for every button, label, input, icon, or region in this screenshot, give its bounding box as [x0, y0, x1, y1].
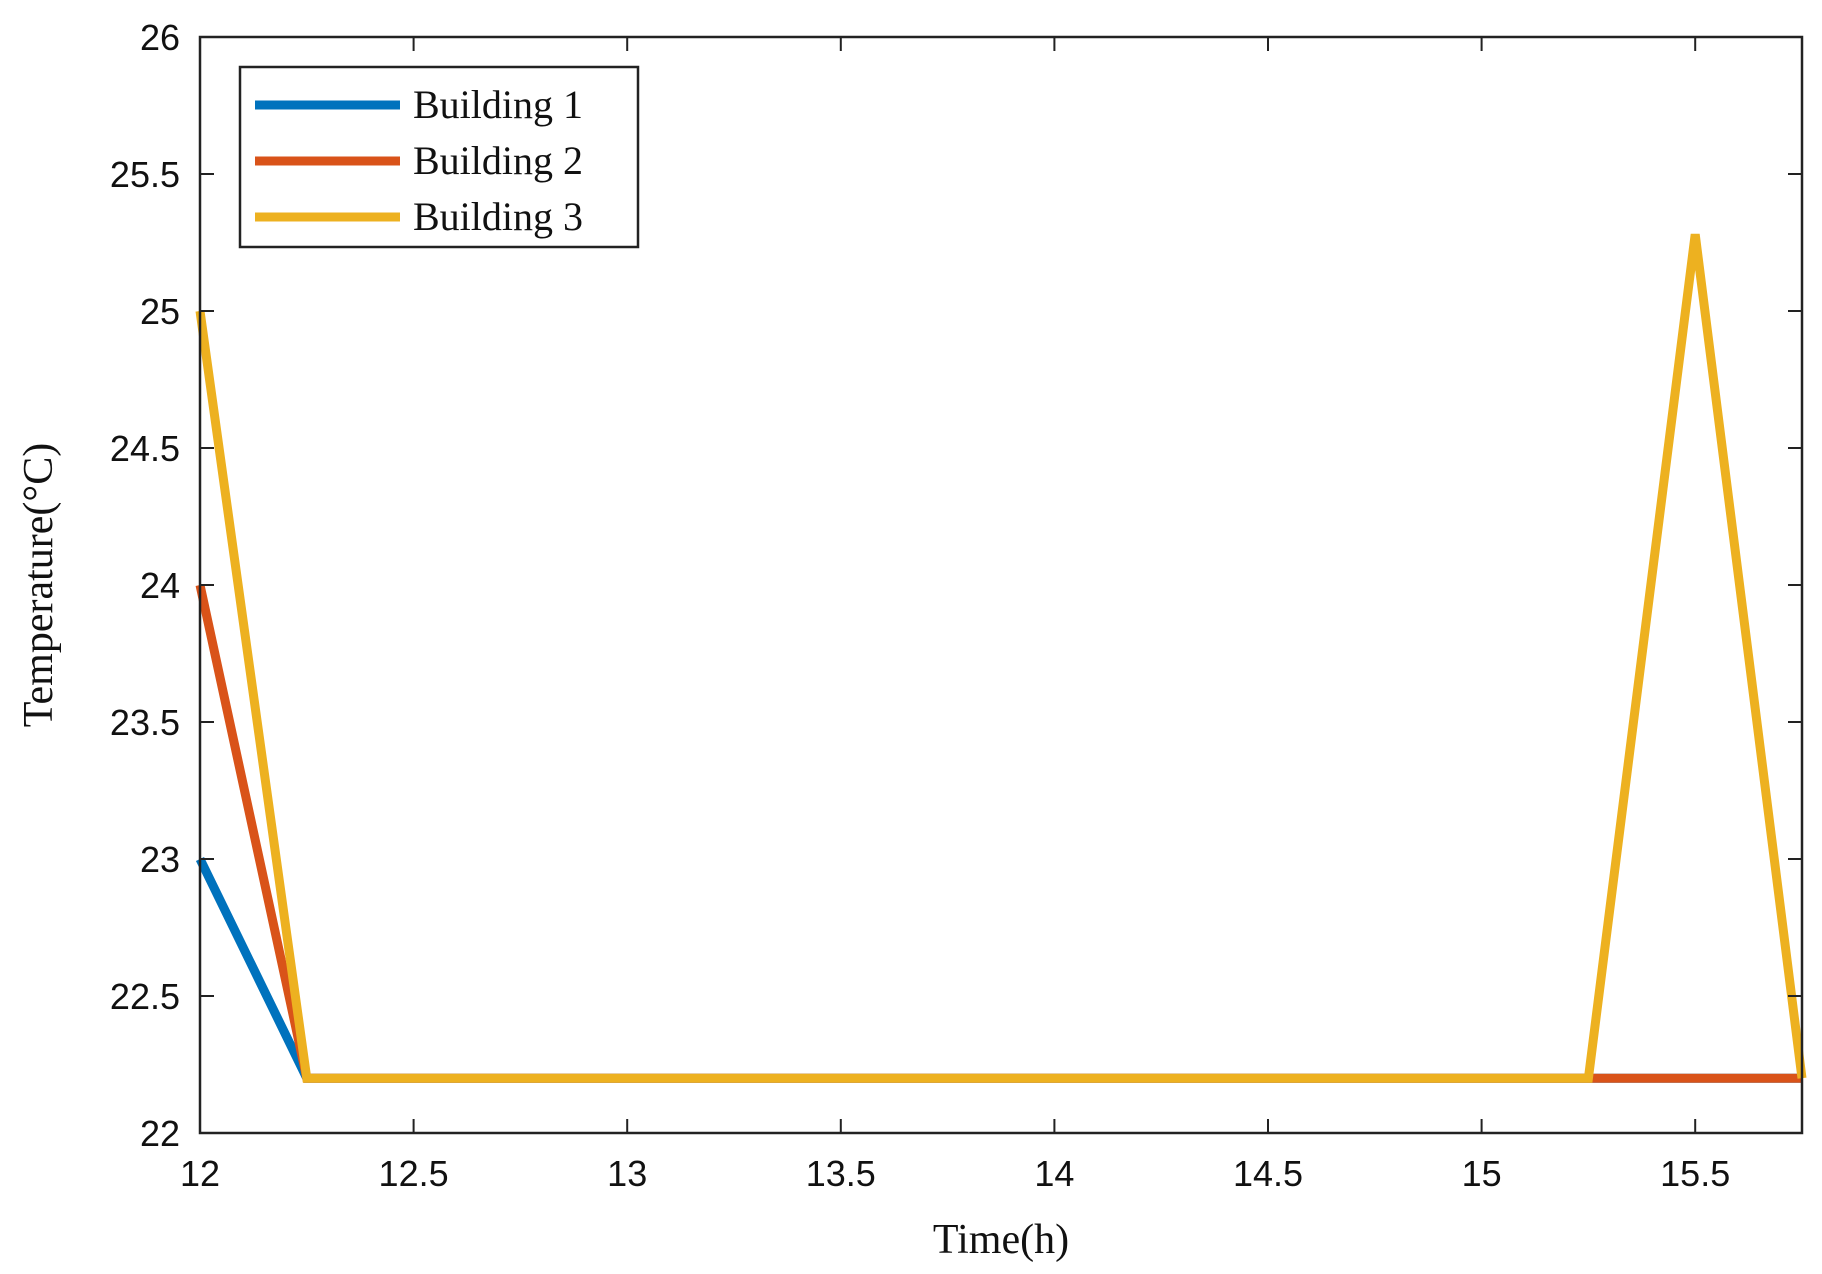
y-tick-label: 25.5: [110, 154, 180, 195]
legend-label: Building 1: [413, 82, 583, 127]
x-tick-label: 14.5: [1233, 1153, 1303, 1194]
y-tick-label: 24.5: [110, 428, 180, 469]
x-tick-label: 12: [180, 1153, 220, 1194]
x-axis-label: Time(h): [933, 1217, 1069, 1263]
axis-ticks: 12 12.5 13 13.5 14 14.5 15 15.5 22 22.5 23 23.5 24 24…: [110, 17, 1802, 1194]
y-tick-label: 23: [140, 839, 180, 880]
legend-label: Building 3: [413, 194, 583, 239]
x-tick-label: 13.5: [806, 1153, 876, 1194]
series-line-3: [195, 233, 1807, 1083]
y-tick-label: 22: [140, 1113, 180, 1154]
legend-label: Building 2: [413, 138, 583, 183]
y-tick-label: 25: [140, 291, 180, 332]
y-axis-label: Temperature(°C): [16, 443, 62, 727]
x-tick-label: 15.5: [1660, 1153, 1730, 1194]
x-tick-label: 12.5: [379, 1153, 449, 1194]
x-tick-label: 15: [1462, 1153, 1502, 1194]
y-tick-label: 26: [140, 17, 180, 58]
y-tick-label: 23.5: [110, 702, 180, 743]
series-layer: [195, 233, 1807, 1083]
y-tick-label: 22.5: [110, 976, 180, 1017]
x-tick-label: 14: [1034, 1153, 1074, 1194]
legend: Building 1 Building 2 Building 3: [238, 65, 640, 249]
x-tick-label: 13: [607, 1153, 647, 1194]
y-tick-label: 24: [140, 565, 180, 606]
